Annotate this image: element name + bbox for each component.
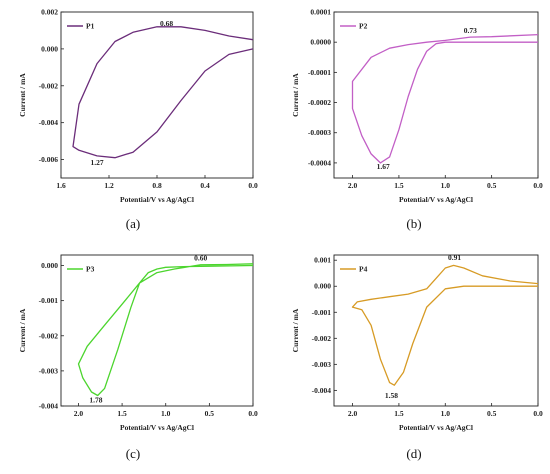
x-tick-label: 0.0 <box>533 181 543 190</box>
y-tick-label: -0.0004 <box>308 158 331 167</box>
x-tick-label: 0.0 <box>533 409 543 418</box>
plot-frame <box>333 11 539 179</box>
y-tick-label: 0.000 <box>41 261 58 270</box>
plot-frame <box>333 254 539 407</box>
x-tick-label: 1.5 <box>394 409 404 418</box>
peak-annotation: 0.73 <box>464 26 477 35</box>
plot-frame <box>60 254 254 407</box>
x-tick-label: 0.5 <box>487 181 497 190</box>
x-tick-label: 0.8 <box>152 181 162 190</box>
y-tick-label: -0.002 <box>312 334 332 343</box>
y-tick-label: -0.001 <box>39 296 59 305</box>
chart-panel-3: 2.0 1.5 1.0 0.5 0.0 -0.004 -0.003 -0.002 -0.001 0… <box>18 253 258 461</box>
peak-annotation: 1.67 <box>377 162 390 171</box>
legend-label: P3 <box>86 265 95 274</box>
legend-label: P2 <box>359 22 368 31</box>
chart-panel-1: 1.6 1.2 0.8 0.4 0.0 -0.006 -0.004 -0.002 0.000 0.… <box>18 8 258 232</box>
series-line <box>351 33 539 164</box>
x-tick-label: 1.5 <box>117 409 127 418</box>
x-tick-label: 1.6 <box>56 181 66 190</box>
chart-panel-2: 2.0 1.5 1.0 0.5 0.0 -0.0004 -0.0003 -0.0002 -0.0… <box>291 8 543 232</box>
x-axis-label: Potential/V vs Ag/AgCl <box>399 195 473 204</box>
panel-caption: (d) <box>406 446 421 461</box>
x-tick-label: 0.0 <box>248 181 258 190</box>
y-tick-label: -0.0002 <box>308 98 331 107</box>
y-tick-label: 0.001 <box>314 256 331 265</box>
x-tick-label: 1.0 <box>441 409 451 418</box>
y-tick-label: 0.002 <box>41 8 58 17</box>
y-axis-label: Current / mA <box>18 73 27 117</box>
peak-annotation: 1.27 <box>90 158 103 167</box>
chart-panel-4: 2.0 1.5 1.0 0.5 0.0 -0.004 -0.003 -0.002 -0.001 0… <box>291 253 543 461</box>
y-tick-label: -0.003 <box>39 366 59 375</box>
x-tick-label: 0.5 <box>487 409 497 418</box>
x-axis-label: Potential/V vs Ag/AgCl <box>399 423 473 432</box>
legend-label: P4 <box>359 265 368 274</box>
x-tick-label: 1.2 <box>104 181 114 190</box>
x-tick-label: 2.0 <box>348 181 358 190</box>
y-tick-label: -0.004 <box>39 118 59 127</box>
x-tick-label: 0.4 <box>200 181 210 190</box>
peak-annotation: 0.91 <box>448 253 461 262</box>
x-axis-label: Potential/V vs Ag/AgCl <box>120 423 194 432</box>
panel-caption: (b) <box>406 216 421 231</box>
x-tick-label: 2.0 <box>348 409 358 418</box>
y-tick-label: 0.000 <box>314 282 331 291</box>
peak-annotation: 1.78 <box>89 395 102 404</box>
y-tick-label: -0.0001 <box>308 68 331 77</box>
x-tick-label: 0.0 <box>248 409 258 418</box>
panel-caption: (c) <box>126 446 140 461</box>
x-tick-label: 2.0 <box>74 409 84 418</box>
y-tick-label: -0.002 <box>39 331 59 340</box>
y-tick-label: -0.002 <box>39 81 59 90</box>
y-axis-label: Current / mA <box>291 73 300 117</box>
y-tick-label: 0.0001 <box>310 8 331 17</box>
peak-annotation: 0.60 <box>194 253 207 262</box>
peak-annotation: 1.58 <box>385 391 398 400</box>
x-axis-label: Potential/V vs Ag/AgCl <box>120 195 194 204</box>
y-tick-label: -0.003 <box>312 360 332 369</box>
y-axis-label: Current / mA <box>18 308 27 352</box>
x-tick-label: 1.0 <box>161 409 171 418</box>
y-tick-label: 0.0000 <box>310 38 331 47</box>
y-tick-label: -0.006 <box>39 155 59 164</box>
series-line <box>77 263 254 397</box>
panel-caption: (a) <box>126 216 140 231</box>
series-line <box>72 26 254 159</box>
x-tick-label: 1.0 <box>441 181 451 190</box>
y-tick-label: -0.004 <box>39 402 59 411</box>
peak-annotation: 0.68 <box>160 19 173 28</box>
series-line <box>351 264 539 386</box>
x-tick-label: 1.5 <box>394 181 404 190</box>
y-tick-label: -0.0003 <box>308 128 331 137</box>
y-tick-label: 0.000 <box>41 44 58 53</box>
y-tick-label: -0.001 <box>312 308 332 317</box>
y-tick-label: -0.004 <box>312 386 332 395</box>
legend-label: P1 <box>86 22 95 31</box>
y-axis-label: Current / mA <box>291 308 300 352</box>
x-tick-label: 0.5 <box>205 409 215 418</box>
